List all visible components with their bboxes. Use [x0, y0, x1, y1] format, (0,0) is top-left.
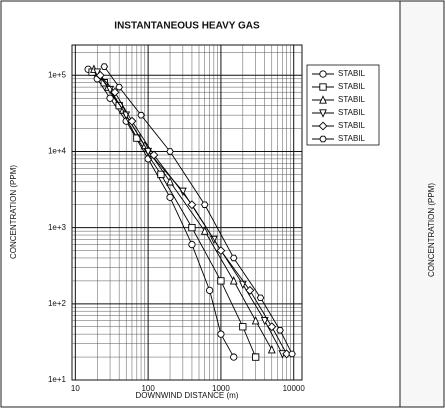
marker [251, 353, 260, 361]
series-line [87, 68, 235, 358]
plot-area [71, 44, 303, 381]
x-tick-label: 10000 [283, 384, 306, 393]
marker [187, 200, 197, 210]
marker [288, 350, 296, 358]
marker [115, 83, 123, 91]
marker [319, 70, 327, 78]
y-tick-label: 1e+2 [48, 299, 67, 308]
x-axis-label: DOWNWIND DISTANCE (m) [136, 391, 239, 400]
y-tick-label: 1e+5 [48, 70, 67, 79]
marker [178, 187, 187, 197]
marker [276, 327, 284, 334]
marker [230, 254, 238, 262]
marker [217, 330, 225, 338]
marker [200, 226, 209, 235]
marker [166, 193, 174, 201]
marker [188, 240, 196, 249]
marker [319, 109, 327, 118]
x-tick-label: 10 [71, 384, 80, 393]
marker [230, 353, 238, 361]
marker [251, 315, 260, 325]
x-tick-label: 100 [141, 384, 155, 393]
marker [256, 294, 265, 302]
y-tick-label: 1e+4 [48, 147, 67, 156]
legend-label: STABIL [338, 69, 366, 78]
marker [149, 150, 159, 160]
marker [137, 111, 145, 119]
marker [319, 135, 327, 143]
side-panel [399, 0, 445, 408]
marker [319, 83, 327, 91]
side-y-label: CONCENTRATION (PPM) [427, 183, 436, 277]
y-tick-label: 1e+1 [48, 375, 67, 384]
legend-label: STABIL [338, 134, 366, 143]
marker [205, 286, 214, 295]
marker [106, 94, 114, 102]
marker [100, 63, 109, 70]
marker [95, 70, 105, 80]
x-tick-label: 1000 [212, 384, 230, 393]
legend-label: STABIL [338, 121, 366, 130]
chart-title: INSTANTANEOUS HEAVY GAS [114, 21, 260, 32]
y-axis-label: CONCENTRATION (PPM) [9, 165, 18, 259]
marker [217, 277, 225, 285]
legend-box [306, 64, 380, 146]
marker [319, 95, 327, 104]
marker [245, 285, 255, 295]
y-tick-label: 1e+3 [48, 223, 67, 232]
marker [188, 224, 196, 232]
marker [110, 87, 120, 97]
marker [239, 323, 247, 331]
legend-label: STABIL [338, 108, 366, 117]
legend-label: STABIL [338, 95, 366, 104]
marker [166, 148, 174, 155]
marker [157, 170, 165, 179]
marker [127, 116, 137, 126]
legend-label: STABIL [338, 82, 366, 91]
marker [166, 177, 174, 186]
marker [318, 121, 328, 131]
marker [144, 147, 153, 157]
marker [216, 246, 226, 256]
marker [201, 201, 209, 208]
marker [229, 276, 238, 285]
marker [260, 317, 269, 326]
marker [267, 344, 276, 354]
marker [267, 322, 277, 332]
